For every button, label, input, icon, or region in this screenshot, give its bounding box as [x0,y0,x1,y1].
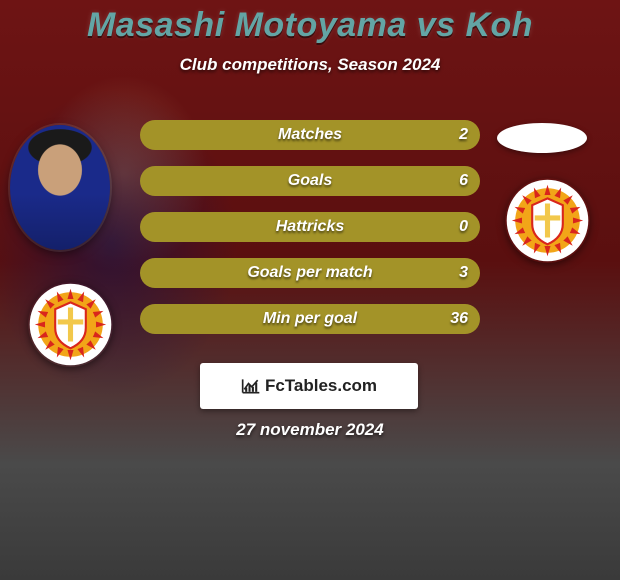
stat-bar [140,258,480,288]
player-right-avatar [497,123,587,153]
stat-row: Goals per match3 [140,258,480,288]
stat-value-right: 0 [459,212,468,242]
attribution-box[interactable]: FcTables.com [200,363,418,409]
stat-value-right: 2 [459,120,468,150]
subtitle: Club competitions, Season 2024 [0,55,620,75]
stat-row: Hattricks0 [140,212,480,242]
stat-row: Goals6 [140,166,480,196]
stat-value-right: 6 [459,166,468,196]
page-title: Masashi Motoyama vs Koh [0,0,620,45]
stat-row: Min per goal36 [140,304,480,334]
attribution-text: FcTables.com [265,376,377,396]
date-text: 27 november 2024 [0,420,620,440]
stat-bar [140,166,480,196]
stats-container: Matches2 Goals6 Hattricks0 Goals per match3… [140,120,480,350]
club-badge-left [28,282,113,367]
stat-bar [140,304,480,334]
chart-icon [241,377,261,395]
stat-row: Matches2 [140,120,480,150]
player-left-avatar [10,125,110,250]
stat-bar [140,120,480,150]
stat-value-right: 36 [450,304,468,334]
stat-bar [140,212,480,242]
stat-value-right: 3 [459,258,468,288]
club-badge-right [505,178,590,263]
